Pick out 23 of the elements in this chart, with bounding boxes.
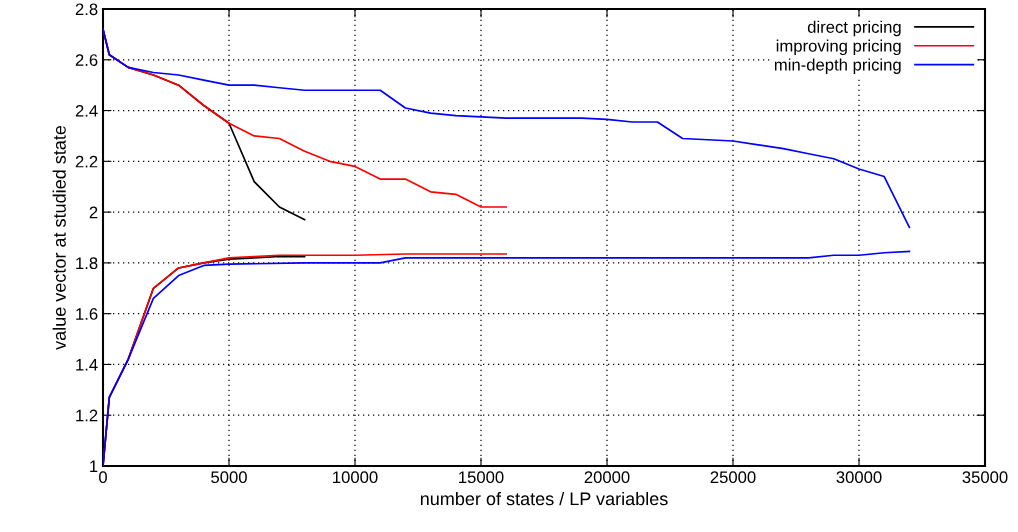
x-tick-label: 5000 (211, 471, 247, 484)
x-tick-label: 25000 (710, 471, 756, 484)
y-tick-label: 2.8 (75, 3, 98, 16)
y-tick-label: 2 (89, 206, 98, 219)
legend-label: min-depth pricing (774, 58, 901, 74)
y-tick-label: 1 (90, 460, 98, 473)
legend-label: direct pricing (807, 20, 901, 37)
y-tick-label: 1.4 (76, 359, 98, 371)
y-tick-label: 2.2 (75, 155, 98, 168)
x-tick-label: 15000 (459, 471, 504, 484)
x-tick-label: 35000 (962, 471, 1008, 484)
y-tick-label: 1.6 (76, 308, 98, 320)
x-tick-label: 30000 (836, 471, 882, 484)
y-tick-label: 2.6 (75, 54, 98, 66)
y-tick-label: 1.8 (76, 257, 98, 270)
y-tick-label: 2.4 (75, 104, 98, 117)
x-tick-label: 20000 (584, 471, 630, 484)
y-tick-label: 1.2 (76, 409, 98, 422)
legend-label: improving pricing (776, 39, 901, 56)
x-tick-label: 0 (99, 471, 107, 484)
x-tick-label: 10000 (333, 471, 378, 484)
x-axis-title: number of states / LP variables (420, 491, 668, 506)
y-axis-title: value vector at studied state (52, 125, 66, 350)
